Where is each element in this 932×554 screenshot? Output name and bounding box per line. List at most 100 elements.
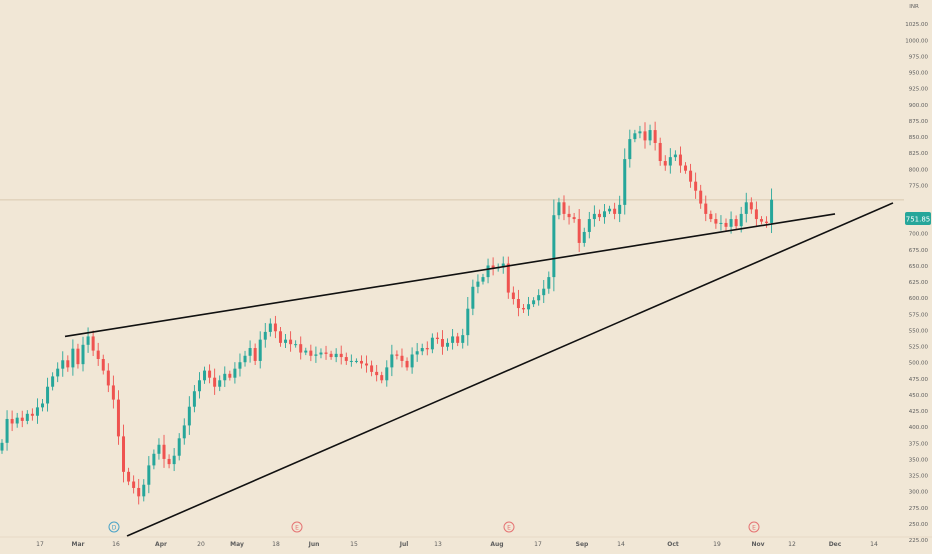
- candle-body: [527, 304, 531, 310]
- candle: [96, 342, 100, 366]
- candle: [638, 125, 642, 139]
- candle-body: [273, 323, 277, 332]
- candle: [20, 410, 24, 428]
- candle: [10, 410, 14, 432]
- candle-body: [228, 373, 232, 378]
- candle-body: [375, 371, 379, 376]
- price-tick-label: 900.00: [909, 103, 929, 109]
- candle-body: [370, 365, 374, 372]
- candle-body: [451, 336, 455, 343]
- candle: [425, 341, 429, 356]
- candle: [76, 343, 80, 369]
- candle-body: [233, 368, 237, 378]
- candle: [263, 323, 267, 348]
- candle: [521, 303, 525, 313]
- upper-trendline[interactable]: [64, 213, 836, 338]
- candle-body: [663, 161, 667, 166]
- candle-body: [415, 351, 419, 355]
- candle: [289, 331, 293, 352]
- candle: [182, 418, 186, 445]
- candle: [623, 148, 627, 215]
- candle: [177, 433, 181, 461]
- price-tick-label: 500.00: [909, 361, 929, 367]
- candle-body: [187, 406, 191, 426]
- candle: [532, 297, 536, 308]
- candle: [643, 122, 647, 149]
- candle: [587, 211, 591, 239]
- candle: [106, 363, 110, 393]
- candle-body: [76, 348, 80, 365]
- candle: [410, 347, 414, 374]
- candle-body: [511, 292, 515, 300]
- candle: [557, 197, 561, 220]
- price-tick-label: 475.00: [909, 377, 929, 383]
- earnings-marker[interactable]: E: [748, 521, 760, 533]
- candle-body: [81, 344, 85, 365]
- candle: [678, 146, 682, 173]
- candle-body: [197, 380, 201, 392]
- price-axis[interactable]: INR 225.00 250.00 275.00 300.00 325.00 350.00…: [905, 4, 931, 544]
- candle: [506, 256, 510, 299]
- candle-body: [597, 213, 601, 218]
- time-tick-label: Dec: [829, 541, 842, 548]
- candle: [137, 478, 141, 505]
- candle: [547, 271, 551, 294]
- candle-body: [243, 355, 247, 363]
- candle: [127, 467, 131, 486]
- candle: [608, 205, 612, 214]
- candle: [157, 438, 161, 460]
- candle-body: [41, 403, 45, 408]
- candle: [567, 205, 571, 225]
- candle-body: [461, 335, 465, 343]
- candle-body: [329, 353, 333, 358]
- candle: [243, 350, 247, 367]
- candle: [689, 163, 693, 188]
- time-axis[interactable]: 17 Mar 16 Apr 20 May 18 Jun 15 Jul 13 Aug 17 Sep 14 Oct…: [0, 536, 932, 548]
- candle-body: [395, 354, 399, 356]
- candle-body: [253, 348, 257, 361]
- candle-body: [177, 438, 181, 456]
- candle-body: [410, 354, 414, 368]
- candle-body: [552, 215, 556, 278]
- candle-body: [699, 190, 703, 204]
- event-marker-letter: E: [295, 525, 299, 532]
- candle: [552, 199, 556, 292]
- candle-body: [116, 399, 120, 437]
- candle: [724, 218, 728, 231]
- candle: [390, 344, 394, 377]
- candle-body: [324, 352, 328, 354]
- price-tick-label: 400.00: [909, 425, 929, 431]
- time-tick-label: 14: [617, 541, 625, 548]
- event-marker-circle: [108, 521, 120, 533]
- candle-body: [749, 202, 753, 210]
- price-tick-label: 850.00: [909, 135, 929, 141]
- candle-body: [537, 295, 541, 301]
- candle-body: [430, 337, 434, 350]
- time-tick-label: Apr: [155, 541, 167, 548]
- candle-body: [704, 203, 708, 214]
- candle: [51, 372, 55, 391]
- candle-body: [182, 425, 186, 439]
- trendline-layer: [64, 202, 894, 537]
- candle: [223, 366, 227, 387]
- earnings-marker[interactable]: E: [503, 521, 515, 533]
- last-price-tag: [905, 212, 931, 225]
- lower-trendline[interactable]: [126, 202, 894, 537]
- candle-body: [349, 360, 353, 362]
- time-axis-ticks: 17 Mar 16 Apr 20 May 18 Jun 15 Jul 13 Aug 17 Sep 14 Oct…: [36, 541, 878, 548]
- candle-body: [446, 342, 450, 347]
- earnings-marker[interactable]: E: [291, 521, 303, 533]
- candle-body: [278, 331, 282, 343]
- candle: [253, 343, 257, 365]
- dividend-marker[interactable]: D: [108, 521, 120, 533]
- candle: [116, 390, 120, 445]
- candle-body: [608, 208, 612, 212]
- price-tick-label: 800.00: [909, 167, 929, 173]
- candle-body: [577, 219, 581, 243]
- candle: [709, 210, 713, 223]
- candle: [516, 289, 520, 317]
- candle-body: [314, 354, 318, 356]
